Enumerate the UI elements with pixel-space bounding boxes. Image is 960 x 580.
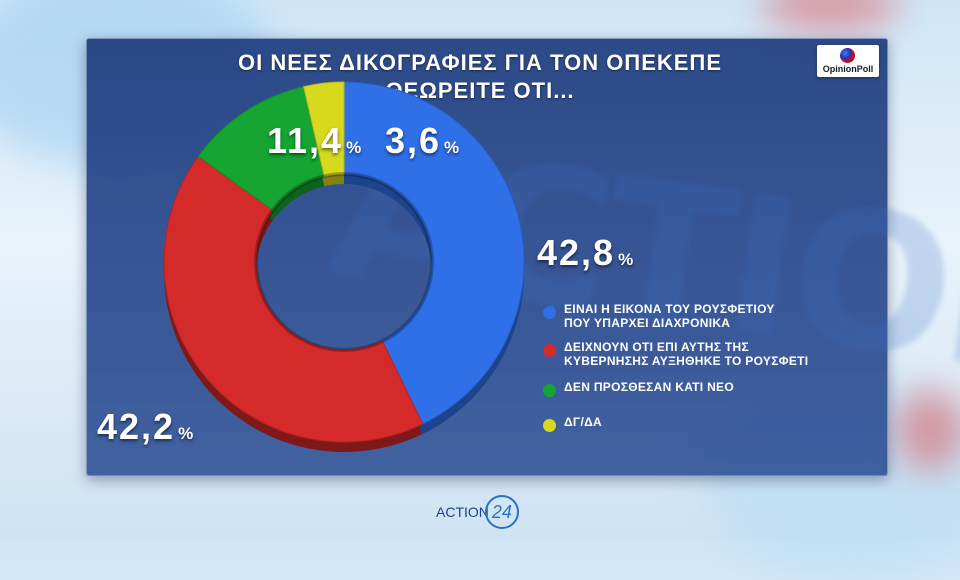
action24-logo: ACTION 24 [436,495,519,529]
donut-slice-4 [303,81,345,177]
action24-logo-number: 24 [484,495,519,529]
donut-chart [163,81,525,453]
background-blob [895,390,960,470]
legend-item-2: ΔΕΙΧΝΟΥΝ ΟΤΙ ΕΠΙ ΑΥΤΗΣ ΤΗΣ ΚΥΒΕΡΝΗΣΗΣ ΑΥ… [543,340,874,368]
legend-item-3: ΔΕΝ ΠΡΟΣΘΕΣΑΝ ΚΑΤΙ ΝΕΟ [543,380,874,397]
legend-swatch-yellow [543,419,556,432]
legend-label: ΕΙΝΑΙ Η ΕΙΚΟΝΑ ΤΟΥ ΡΟΥΣΦΕΤΙΟΥ ΠΟΥ ΥΠΑΡΧΕ… [564,302,775,330]
legend-label: ΔΕΝ ΠΡΟΣΘΕΣΑΝ ΚΑΤΙ ΝΕΟ [564,380,734,394]
opinion-poll-logo-text: OpinionPoll [822,64,874,74]
slice-value-label-4: 3,6% [385,120,460,161]
legend-swatch-green [543,384,556,397]
slice-value-label-2: 42,2% [97,406,194,447]
legend-item-1: ΕΙΝΑΙ Η ΕΙΚΟΝΑ ΤΟΥ ΡΟΥΣΦΕΤΙΟΥ ΠΟΥ ΥΠΑΡΧΕ… [543,302,874,330]
slice-value-label-3: 11,4% [267,120,362,161]
chart-title-line-1: ΟΙ ΝΕΕΣ ΔΙΚΟΓΡΑΦΙΕΣ ΓΙΑ ΤΟΝ ΟΠΕΚΕΠΕ [238,50,722,75]
opinion-poll-logo-icon [840,48,855,63]
legend-label: ΔΕΙΧΝΟΥΝ ΟΤΙ ΕΠΙ ΑΥΤΗΣ ΤΗΣ ΚΥΒΕΡΝΗΣΗΣ ΑΥ… [564,340,809,368]
legend-item-4: ΔΓ/ΔΑ [543,415,874,432]
legend-swatch-blue [543,306,556,319]
donut-slice-2 [163,155,424,443]
donut-inner-shadow [254,172,434,352]
legend-swatch-red [543,344,556,357]
action24-logo-text: ACTION [436,504,489,520]
donut-slice-1 [343,81,525,425]
opinion-poll-logo: OpinionPoll [817,45,879,77]
legend-label: ΔΓ/ΔΑ [564,415,602,429]
slice-value-label-1: 42,8% [537,232,634,273]
